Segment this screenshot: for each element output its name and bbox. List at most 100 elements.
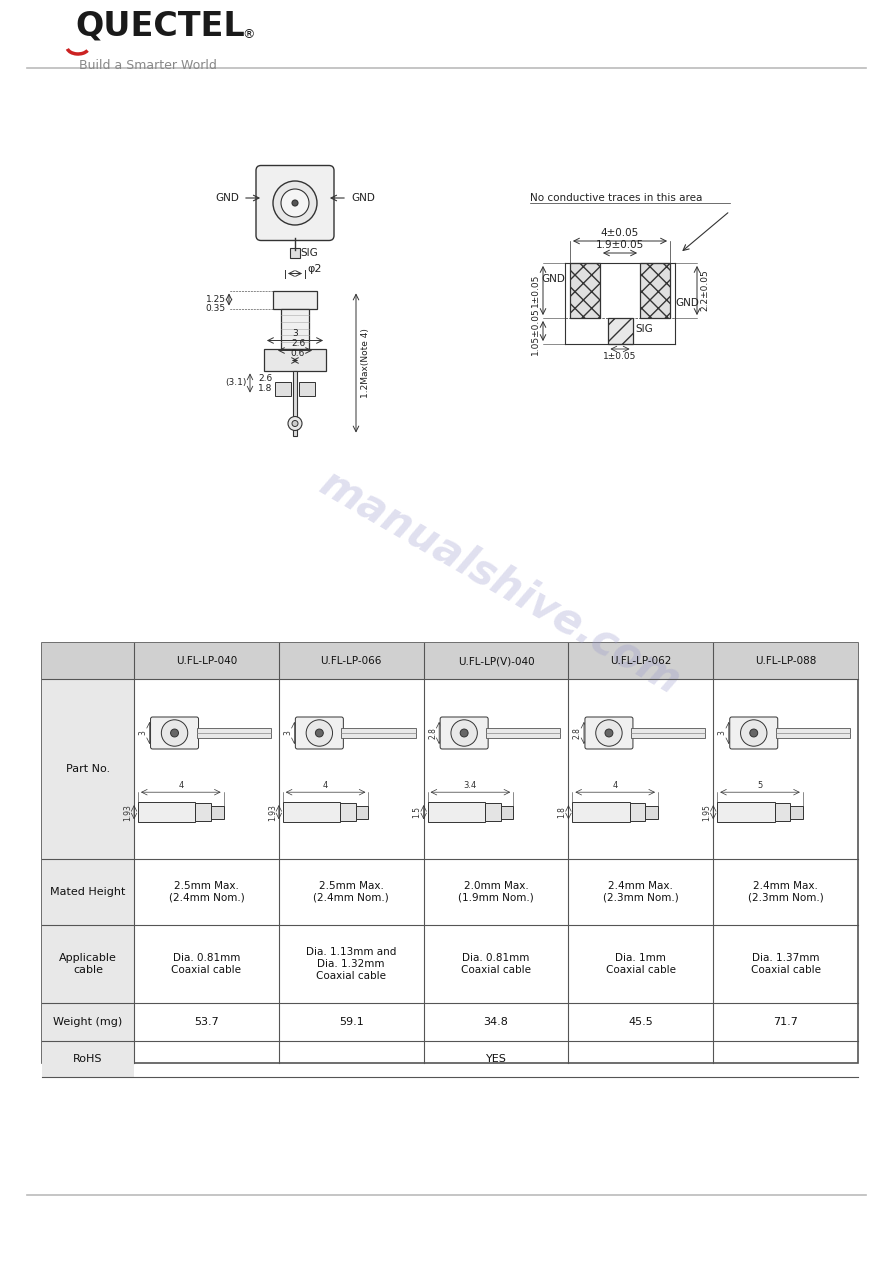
Circle shape bbox=[596, 720, 622, 746]
Circle shape bbox=[292, 421, 298, 427]
Circle shape bbox=[740, 720, 767, 746]
Bar bbox=[717, 802, 774, 822]
Text: (3.1): (3.1) bbox=[226, 378, 247, 386]
Circle shape bbox=[315, 729, 323, 736]
Text: 1.9±0.05: 1.9±0.05 bbox=[596, 240, 644, 250]
Text: SIG: SIG bbox=[636, 325, 654, 333]
Text: 1±0.05: 1±0.05 bbox=[531, 274, 540, 307]
Text: 1.95: 1.95 bbox=[702, 803, 711, 821]
Bar bbox=[340, 803, 355, 821]
Circle shape bbox=[288, 417, 302, 431]
Text: 1.05±0.05: 1.05±0.05 bbox=[531, 307, 540, 355]
Bar bbox=[42, 1003, 134, 1041]
Text: Mated Height: Mated Height bbox=[50, 887, 126, 897]
Bar bbox=[275, 381, 291, 395]
Circle shape bbox=[451, 720, 478, 746]
Bar bbox=[281, 308, 309, 349]
Text: Dia. 0.81mm
Coaxial cable: Dia. 0.81mm Coaxial cable bbox=[461, 954, 531, 975]
Text: 2.5mm Max.
(2.4mm Nom.): 2.5mm Max. (2.4mm Nom.) bbox=[313, 882, 389, 903]
Text: 3: 3 bbox=[138, 730, 147, 735]
Bar bbox=[273, 290, 317, 308]
Text: U.FL-LP-088: U.FL-LP-088 bbox=[755, 655, 816, 666]
Text: No conductive traces in this area: No conductive traces in this area bbox=[530, 193, 703, 203]
FancyBboxPatch shape bbox=[730, 717, 778, 749]
Text: Weight (mg): Weight (mg) bbox=[54, 1017, 122, 1027]
Bar bbox=[607, 318, 632, 344]
Circle shape bbox=[605, 729, 613, 736]
Text: 2.0mm Max.
(1.9mm Nom.): 2.0mm Max. (1.9mm Nom.) bbox=[458, 882, 534, 903]
Text: Dia. 1.13mm and
Dia. 1.32mm
Coaxial cable: Dia. 1.13mm and Dia. 1.32mm Coaxial cabl… bbox=[306, 947, 396, 980]
Text: 1.8: 1.8 bbox=[258, 384, 272, 393]
Bar bbox=[501, 806, 513, 818]
Bar bbox=[774, 803, 790, 821]
Circle shape bbox=[171, 729, 179, 736]
Text: 3: 3 bbox=[292, 328, 298, 337]
Text: 4: 4 bbox=[323, 782, 329, 791]
Text: 1.25: 1.25 bbox=[206, 296, 226, 304]
Text: φ2: φ2 bbox=[307, 264, 321, 274]
Bar bbox=[211, 806, 223, 818]
Bar bbox=[138, 802, 196, 822]
Text: 2.4mm Max.
(2.3mm Nom.): 2.4mm Max. (2.3mm Nom.) bbox=[603, 882, 679, 903]
Text: 1.93: 1.93 bbox=[123, 803, 132, 821]
Text: 5: 5 bbox=[757, 782, 763, 791]
Text: 2.8: 2.8 bbox=[428, 727, 438, 739]
FancyBboxPatch shape bbox=[256, 165, 334, 240]
Text: 4: 4 bbox=[613, 782, 618, 791]
Bar bbox=[776, 727, 850, 738]
Text: 53.7: 53.7 bbox=[194, 1017, 219, 1027]
FancyBboxPatch shape bbox=[585, 717, 633, 749]
Circle shape bbox=[306, 720, 332, 746]
Circle shape bbox=[281, 189, 309, 217]
Text: 71.7: 71.7 bbox=[773, 1017, 798, 1027]
Text: GND: GND bbox=[215, 193, 239, 203]
Bar bbox=[486, 727, 561, 738]
Text: Dia. 0.81mm
Coaxial cable: Dia. 0.81mm Coaxial cable bbox=[171, 954, 241, 975]
Bar bbox=[42, 1041, 134, 1077]
Text: Part No.: Part No. bbox=[66, 764, 110, 774]
Text: manualshive.com: manualshive.com bbox=[313, 462, 688, 703]
Text: U.FL-LP-062: U.FL-LP-062 bbox=[610, 655, 672, 666]
Bar bbox=[196, 727, 271, 738]
Circle shape bbox=[460, 729, 468, 736]
Bar bbox=[42, 643, 858, 679]
Text: U.FL-LP(V)-040: U.FL-LP(V)-040 bbox=[458, 655, 534, 666]
Bar bbox=[293, 370, 297, 436]
Bar bbox=[572, 802, 630, 822]
Bar bbox=[42, 859, 134, 925]
Bar bbox=[570, 263, 600, 318]
Circle shape bbox=[292, 200, 298, 206]
Text: 2.4mm Max.
(2.3mm Nom.): 2.4mm Max. (2.3mm Nom.) bbox=[747, 882, 823, 903]
Text: 3: 3 bbox=[718, 730, 727, 735]
Text: ®: ® bbox=[242, 28, 255, 40]
Text: U.FL-LP-066: U.FL-LP-066 bbox=[321, 655, 382, 666]
Text: 4±0.05: 4±0.05 bbox=[601, 229, 639, 237]
Circle shape bbox=[273, 181, 317, 225]
Bar bbox=[264, 349, 326, 370]
Text: 1.8: 1.8 bbox=[557, 806, 566, 818]
Bar bbox=[283, 802, 340, 822]
Text: 2.8: 2.8 bbox=[573, 727, 582, 739]
Text: Build a Smarter World: Build a Smarter World bbox=[79, 59, 217, 72]
Text: 2.6: 2.6 bbox=[258, 374, 272, 383]
Bar bbox=[646, 806, 658, 818]
Text: 45.5: 45.5 bbox=[629, 1017, 653, 1027]
Text: 2.5mm Max.
(2.4mm Nom.): 2.5mm Max. (2.4mm Nom.) bbox=[169, 882, 245, 903]
Text: Dia. 1mm
Coaxial cable: Dia. 1mm Coaxial cable bbox=[605, 954, 676, 975]
Text: YES: YES bbox=[486, 1055, 506, 1063]
Text: 59.1: 59.1 bbox=[338, 1017, 363, 1027]
Text: 3.4: 3.4 bbox=[463, 782, 477, 791]
Bar bbox=[485, 803, 501, 821]
Text: U.FL-LP-040: U.FL-LP-040 bbox=[176, 655, 237, 666]
Text: Applicable
cable: Applicable cable bbox=[59, 954, 117, 975]
Bar bbox=[355, 806, 368, 818]
Bar bbox=[42, 679, 134, 859]
Text: GND: GND bbox=[351, 193, 375, 203]
Text: Dia. 1.37mm
Coaxial cable: Dia. 1.37mm Coaxial cable bbox=[751, 954, 821, 975]
Text: SIG: SIG bbox=[300, 249, 318, 259]
Bar bbox=[290, 248, 300, 258]
Bar bbox=[341, 727, 415, 738]
FancyBboxPatch shape bbox=[151, 717, 198, 749]
FancyBboxPatch shape bbox=[296, 717, 343, 749]
Bar bbox=[42, 925, 134, 1003]
